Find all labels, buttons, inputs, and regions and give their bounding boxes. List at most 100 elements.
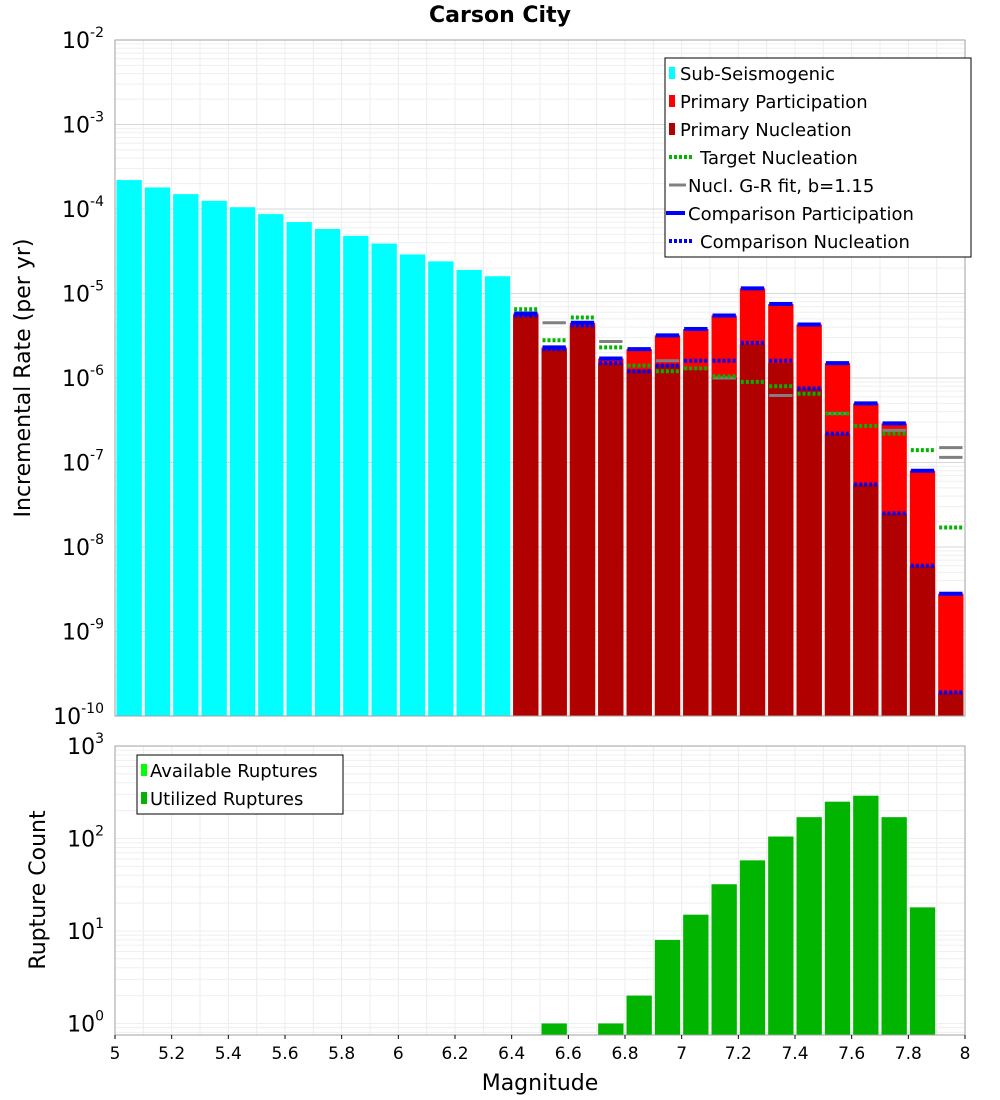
legend-label-primary-nucleation: Primary Nucleation [680,120,852,141]
top-legend: Sub-Seismogenic Primary Participation Pr… [664,57,972,258]
bottom-legend: Available Ruptures Utilized Ruptures [136,754,344,815]
legend-swatch-primary-nucleation [669,123,675,135]
sub-seismogenic-bar [371,243,397,716]
primary-nucleation-bar [626,369,652,716]
x-tick-label: 7.6 [838,1044,865,1064]
top-plot-frame [114,39,966,717]
bottom-y-tick-label: 101 [67,916,104,945]
bottom-y-tick-label: 100 [67,1008,104,1037]
sub-seismogenic-bar [286,222,312,716]
legend-label-available: Available Ruptures [150,761,318,782]
primary-nucleation-bar [683,369,709,716]
legend-swatch-utilized [141,792,147,804]
x-tick-label: 5.2 [158,1044,185,1064]
sub-seismogenic-bar [343,235,369,716]
legend-label-primary-participation: Primary Participation [680,92,868,113]
sub-seismogenic-bar [456,269,482,716]
x-tick-label: 7 [676,1044,687,1064]
legend-label-sub-seismogenic: Sub-Seismogenic [680,64,835,85]
x-tick-label: 7.4 [781,1044,808,1064]
utilized-ruptures-bar [626,995,652,1035]
x-tick-label: 6.8 [611,1044,638,1064]
top-y-tick-label: 10-6 [62,363,104,392]
primary-nucleation-bar [598,363,624,716]
primary-nucleation-bar [909,565,936,716]
primary-nucleation-bar [768,363,794,716]
utilized-ruptures-bar [909,907,936,1035]
top-y-ticks: 10-10 10-9 10-8 10-7 10-6 10-5 10-4 10-3 10-2 [53,25,104,730]
x-tick-label: 5 [110,1044,121,1064]
x-tick-label: 6.4 [498,1044,525,1064]
legend-swatch-sub-seismogenic [669,67,675,79]
primary-nucleation-bar [796,388,822,716]
utilized-ruptures-bar [768,836,794,1035]
legend-label-gr-fit: Nucl. G-R fit, b=1.15 [688,176,874,197]
top-y-tick-label: 10-5 [62,279,104,308]
top-y-axis-label: Incremental Rate (per yr) [11,239,36,518]
sub-seismogenic-bar [173,194,199,716]
sub-seismogenic-bar [258,214,284,716]
bottom-y-tick-label: 103 [67,731,104,760]
sub-seismogenic-bar [201,200,227,717]
legend-swatch-available [141,764,147,776]
x-tick-label: 6.2 [441,1044,468,1064]
legend-label-utilized: Utilized Ruptures [150,789,303,810]
sub-seismogenic-bar [116,180,142,716]
sub-seismogenic-bar [229,207,256,716]
primary-nucleation-bar [513,315,539,716]
x-tick-label: 5.4 [215,1044,242,1064]
legend-label-target-nucleation: Target Nucleation [699,148,858,169]
top-y-tick-label: 10-3 [62,110,104,139]
x-axis-label: Magnitude [482,1071,599,1096]
bottom-y-ticks: 100 101 102 103 [67,731,104,1037]
bottom-y-axis-label: Rupture Count [26,810,51,970]
legend-label-comparison-participation: Comparison Participation [688,204,914,225]
sub-seismogenic-bar [484,276,511,716]
top-gridlines [115,39,966,716]
utilized-ruptures-bar [739,860,766,1035]
utilized-ruptures-bar [881,817,907,1035]
bottom-bars [541,795,936,1035]
x-tick-label: 7.2 [725,1044,752,1064]
sub-seismogenic-bar [314,228,341,716]
top-y-tick-label: 10-9 [62,617,104,646]
utilized-ruptures-bar [824,801,851,1035]
primary-nucleation-bar [654,364,681,716]
primary-nucleation-bar [881,513,907,716]
primary-nucleation-bar [938,692,964,716]
legend-label-comparison-nucleation: Comparison Nucleation [700,232,910,253]
primary-nucleation-bar [569,325,596,716]
sub-seismogenic-bar [428,261,454,716]
top-y-tick-label: 10-8 [62,532,104,561]
top-y-tick-label: 10-10 [53,701,104,730]
primary-nucleation-bar [853,484,879,716]
chart-title: Carson City [429,3,571,28]
primary-nucleation-bar [739,344,766,716]
legend-swatch-primary-participation [669,95,675,107]
primary-nucleation-bar [711,378,737,716]
bottom-x-ticks: 5 5.2 5.4 5.6 5.8 6 6.2 6.4 6.6 6.8 7 7.2 7.4 7.6 7.8 8 [110,1035,971,1064]
utilized-ruptures-bar [654,939,681,1035]
top-y-tick-label: 10-4 [62,194,104,223]
top-y-tick-label: 10-7 [62,448,104,477]
x-tick-label: 5.8 [328,1044,355,1064]
utilized-ruptures-bar [683,914,709,1035]
primary-nucleation-bar [541,349,567,716]
sub-seismogenic-bar [399,254,426,716]
x-tick-label: 6 [393,1044,404,1064]
utilized-ruptures-bar [541,1023,567,1035]
utilized-ruptures-bar [598,1023,624,1035]
x-tick-label: 6.6 [555,1044,582,1064]
bottom-y-tick-label: 102 [67,823,104,852]
utilized-ruptures-bar [711,884,737,1035]
x-tick-label: 5.6 [271,1044,298,1064]
top-bars [116,180,964,717]
utilized-ruptures-bar [796,817,822,1035]
top-line-markers [514,286,963,695]
x-tick-label: 7.8 [895,1044,922,1064]
top-y-tick-label: 10-2 [62,25,104,54]
utilized-ruptures-bar [853,795,879,1035]
x-tick-label: 8 [960,1044,971,1064]
primary-nucleation-bar [824,433,851,716]
